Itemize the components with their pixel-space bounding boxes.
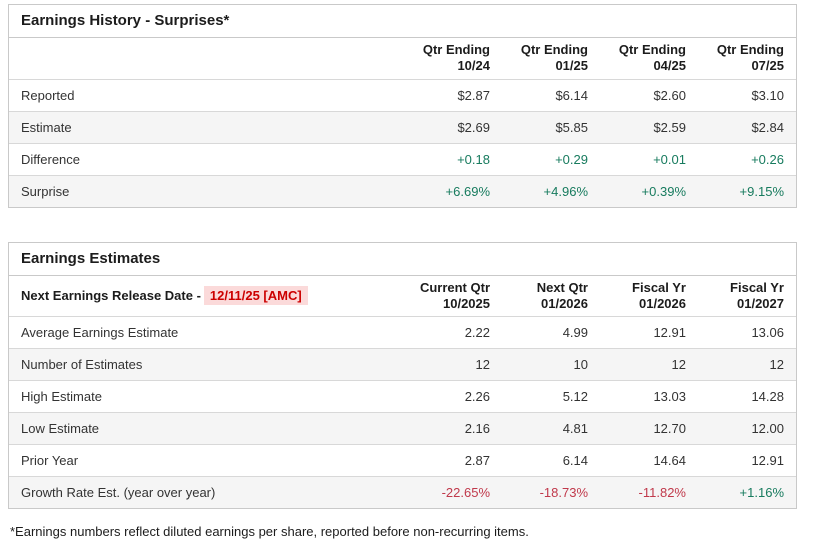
earnings-history-section: Earnings History - Surprises* Qtr Ending… <box>8 4 797 208</box>
earnings-history-title: Earnings History - Surprises* <box>9 5 796 38</box>
column-header-line2: 01/2026 <box>639 295 686 311</box>
table-row-difference: Difference +0.18 +0.29 +0.01 +0.26 <box>9 143 796 176</box>
column-header-line1: Qtr Ending <box>716 42 784 57</box>
cell-value: 12 <box>671 357 686 373</box>
row-label: Reported <box>21 87 75 103</box>
row-label: Number of Estimates <box>21 357 143 373</box>
row-label: Prior Year <box>21 453 79 469</box>
column-header-qtr-1024: Qtr Ending 10/24 <box>404 38 502 79</box>
table-row-estimate: Estimate $2.69 $5.85 $2.59 $2.84 <box>9 111 796 144</box>
cell-value: 12.91 <box>653 325 686 341</box>
column-header-line2: 01/2026 <box>541 295 588 311</box>
earnings-footnote: *Earnings numbers reflect diluted earnin… <box>10 524 529 540</box>
cell-value: $2.87 <box>457 87 490 103</box>
column-header-next-qtr: Next Qtr 01/2026 <box>502 276 600 317</box>
cell-value: $2.59 <box>653 119 686 135</box>
column-header-line2: 07/25 <box>751 57 784 73</box>
column-header-qtr-0425: Qtr Ending 04/25 <box>600 38 698 79</box>
cell-value: $6.14 <box>555 87 588 103</box>
column-header-fiscal-yr-2027: Fiscal Yr 01/2027 <box>698 276 796 317</box>
cell-value: +0.39% <box>641 183 686 199</box>
column-header-line2: 10/24 <box>457 57 490 73</box>
cell-value: -22.65% <box>441 485 490 501</box>
earnings-estimates-section: Earnings Estimates Next Earnings Release… <box>8 241 797 510</box>
cell-value: 2.16 <box>464 421 490 437</box>
column-header-fiscal-yr-2026: Fiscal Yr 01/2026 <box>600 276 698 317</box>
column-header-line1: Next Qtr <box>536 279 588 295</box>
column-header-current-qtr: Current Qtr 10/2025 <box>404 276 502 317</box>
cell-value: 12 <box>475 357 490 373</box>
column-header-qtr-0125: Qtr Ending 01/25 <box>502 38 600 79</box>
column-header-line2: 10/2025 <box>443 295 490 311</box>
cell-value: 12 <box>769 357 784 373</box>
cell-value: 5.12 <box>562 389 588 405</box>
cell-value: 4.99 <box>562 325 588 341</box>
header-empty-cell <box>9 38 404 79</box>
column-header-line1: Qtr Ending <box>520 42 588 57</box>
cell-value: $5.85 <box>555 119 588 135</box>
cell-value: 12.00 <box>751 421 784 437</box>
cell-value: $2.60 <box>653 87 686 103</box>
table-row-prior-year: Prior Year 2.87 6.14 14.64 12.91 <box>9 445 796 477</box>
cell-value: 13.03 <box>653 389 686 405</box>
column-header-line1: Qtr Ending <box>422 42 490 57</box>
cell-value: 12.70 <box>653 421 686 437</box>
row-label: Difference <box>21 151 81 167</box>
earnings-estimates-table: Next Earnings Release Date -12/11/25 [AM… <box>9 276 796 509</box>
cell-value: +4.96% <box>543 183 588 199</box>
cell-value: 4.81 <box>562 421 588 437</box>
table-row-high-estimate: High Estimate 2.26 5.12 13.03 14.28 <box>9 381 796 413</box>
cell-value: 14.28 <box>751 389 784 405</box>
cell-value: +0.26 <box>751 151 784 167</box>
cell-value: $2.69 <box>457 119 490 135</box>
column-header-line2: 01/25 <box>555 57 588 73</box>
cell-value: 12.91 <box>751 453 784 469</box>
row-label: Growth Rate Est. (year over year) <box>21 485 216 501</box>
cell-value: -11.82% <box>638 485 686 501</box>
table-row-surprise: Surprise +6.69% +4.96% +0.39% +9.15% <box>9 175 796 207</box>
table-row-number-of-estimates: Number of Estimates 12 10 12 12 <box>9 348 796 381</box>
cell-value: 2.22 <box>464 325 490 341</box>
cell-value: 10 <box>573 357 588 373</box>
next-earnings-release-label: Next Earnings Release Date - <box>21 287 201 303</box>
cell-value: 6.14 <box>562 453 588 469</box>
row-label: Average Earnings Estimate <box>21 325 179 341</box>
next-earnings-release-cell: Next Earnings Release Date -12/11/25 [AM… <box>9 276 404 317</box>
cell-value: +0.01 <box>653 151 686 167</box>
cell-value: +9.15% <box>739 183 784 199</box>
cell-value: 14.64 <box>653 453 686 469</box>
column-header-line1: Current Qtr <box>419 279 490 295</box>
table-row-average-earnings-estimate: Average Earnings Estimate 2.22 4.99 12.9… <box>9 317 796 349</box>
column-header-line2: 04/25 <box>653 57 686 73</box>
table-row-low-estimate: Low Estimate 2.16 4.81 12.70 12.00 <box>9 412 796 445</box>
cell-value: +1.16% <box>739 485 784 501</box>
column-header-line1: Qtr Ending <box>618 42 686 57</box>
earnings-estimates-header-row: Next Earnings Release Date -12/11/25 [AM… <box>9 276 796 317</box>
earnings-history-table: Qtr Ending 10/24 Qtr Ending 01/25 Qtr En… <box>9 38 796 207</box>
row-label: Estimate <box>21 119 72 135</box>
cell-value: 2.87 <box>464 453 490 469</box>
next-earnings-release-date: 12/11/25 [AMC] <box>203 285 308 305</box>
row-label: Surprise <box>21 183 70 199</box>
cell-value: 2.26 <box>464 389 490 405</box>
earnings-history-header-row: Qtr Ending 10/24 Qtr Ending 01/25 Qtr En… <box>9 38 796 80</box>
earnings-estimates-title: Earnings Estimates <box>9 243 796 276</box>
column-header-line1: Fiscal Yr <box>730 279 784 295</box>
cell-value: +6.69% <box>445 183 490 199</box>
cell-value: $2.84 <box>751 119 784 135</box>
cell-value: 13.06 <box>751 325 784 341</box>
cell-value: +0.18 <box>457 151 490 167</box>
row-label: High Estimate <box>21 389 102 405</box>
column-header-line2: 01/2027 <box>737 295 784 311</box>
table-row-growth-rate-est: Growth Rate Est. (year over year) -22.65… <box>9 476 796 509</box>
column-header-line1: Fiscal Yr <box>632 279 686 295</box>
cell-value: +0.29 <box>555 151 588 167</box>
cell-value: $3.10 <box>751 87 784 103</box>
cell-value: -18.73% <box>539 485 588 501</box>
table-row-reported: Reported $2.87 $6.14 $2.60 $3.10 <box>9 79 796 112</box>
column-header-qtr-0725: Qtr Ending 07/25 <box>698 38 796 79</box>
row-label: Low Estimate <box>21 421 100 437</box>
